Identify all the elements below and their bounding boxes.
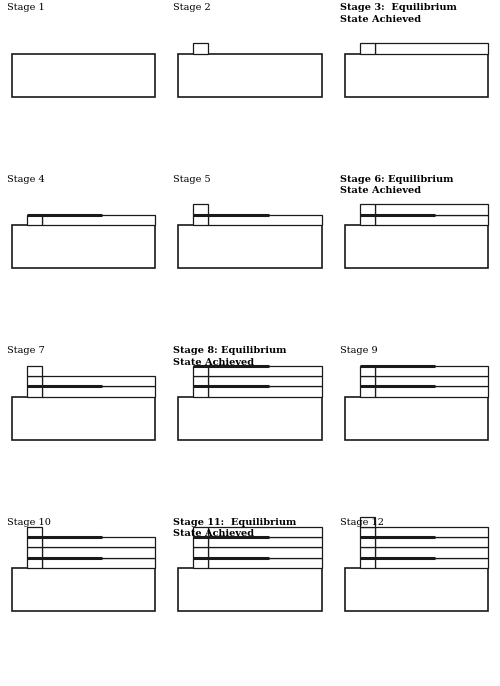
- Text: Stage 11:  Equilibrium
State Achieved: Stage 11: Equilibrium State Achieved: [174, 518, 296, 538]
- Bar: [194, 366, 208, 376]
- Bar: [178, 225, 322, 268]
- Bar: [208, 558, 322, 568]
- Bar: [194, 376, 208, 386]
- Bar: [12, 568, 155, 611]
- Bar: [208, 215, 322, 225]
- Text: Stage 7: Stage 7: [6, 346, 44, 355]
- Bar: [375, 215, 488, 225]
- Bar: [178, 568, 322, 611]
- Bar: [360, 537, 375, 547]
- Bar: [360, 517, 375, 527]
- Bar: [208, 537, 322, 547]
- Bar: [194, 204, 208, 215]
- Text: Stage 8: Equilibrium
State Achieved: Stage 8: Equilibrium State Achieved: [174, 346, 287, 366]
- Bar: [26, 547, 42, 558]
- Bar: [360, 547, 375, 558]
- Bar: [26, 537, 42, 547]
- Bar: [178, 397, 322, 440]
- Bar: [26, 366, 42, 376]
- Text: Stage 4: Stage 4: [6, 175, 44, 184]
- Bar: [375, 366, 488, 376]
- Bar: [375, 43, 488, 54]
- Bar: [360, 366, 375, 376]
- Bar: [375, 527, 488, 537]
- Bar: [194, 215, 208, 225]
- Bar: [375, 386, 488, 397]
- Bar: [194, 386, 208, 397]
- Bar: [42, 537, 155, 547]
- Bar: [360, 527, 375, 537]
- Bar: [208, 386, 322, 397]
- Bar: [12, 397, 155, 440]
- Bar: [26, 215, 42, 225]
- Bar: [360, 215, 375, 225]
- Text: Stage 6: Equilibrium
State Achieved: Stage 6: Equilibrium State Achieved: [340, 175, 454, 195]
- Bar: [375, 558, 488, 568]
- Bar: [208, 547, 322, 558]
- Bar: [178, 54, 322, 97]
- Bar: [42, 215, 155, 225]
- Bar: [360, 386, 375, 397]
- Bar: [42, 558, 155, 568]
- Bar: [345, 54, 488, 97]
- Text: Stage 5: Stage 5: [174, 175, 211, 184]
- Bar: [375, 204, 488, 215]
- Bar: [360, 204, 375, 215]
- Bar: [375, 537, 488, 547]
- Text: Stage 2: Stage 2: [174, 3, 211, 12]
- Bar: [42, 376, 155, 386]
- Text: Stage 3:  Equilibrium
State Achieved: Stage 3: Equilibrium State Achieved: [340, 3, 457, 23]
- Bar: [42, 547, 155, 558]
- Text: Stage 12: Stage 12: [340, 518, 384, 527]
- Bar: [12, 54, 155, 97]
- Bar: [26, 558, 42, 568]
- Bar: [345, 568, 488, 611]
- Bar: [345, 397, 488, 440]
- Bar: [208, 366, 322, 376]
- Bar: [360, 376, 375, 386]
- Bar: [208, 527, 322, 537]
- Bar: [194, 558, 208, 568]
- Bar: [26, 386, 42, 397]
- Text: Stage 1: Stage 1: [6, 3, 44, 12]
- Bar: [194, 527, 208, 537]
- Bar: [12, 225, 155, 268]
- Bar: [194, 43, 208, 54]
- Bar: [194, 547, 208, 558]
- Bar: [345, 225, 488, 268]
- Bar: [194, 537, 208, 547]
- Text: Stage 9: Stage 9: [340, 346, 378, 355]
- Bar: [42, 386, 155, 397]
- Bar: [26, 376, 42, 386]
- Bar: [375, 376, 488, 386]
- Bar: [208, 376, 322, 386]
- Bar: [360, 43, 375, 54]
- Bar: [360, 558, 375, 568]
- Bar: [375, 547, 488, 558]
- Text: Stage 10: Stage 10: [6, 518, 51, 527]
- Bar: [26, 527, 42, 537]
